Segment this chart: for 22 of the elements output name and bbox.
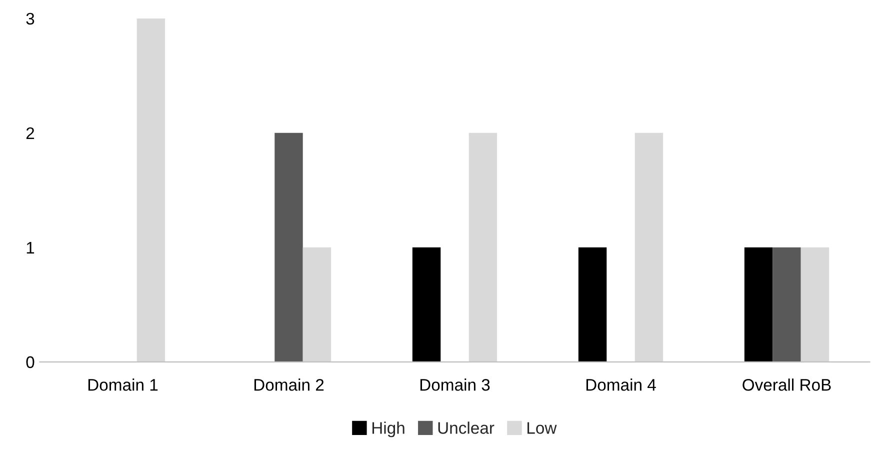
bar	[412, 247, 441, 362]
legend-label: High	[372, 422, 404, 438]
y-tick-label: 1	[26, 242, 34, 254]
y-tick-label: 2	[26, 127, 34, 139]
bar	[800, 247, 830, 362]
y-tick-label: 3	[26, 12, 34, 25]
x-tick-label: Overall RoB	[742, 378, 831, 391]
legend-label: Low	[528, 422, 557, 434]
bar	[772, 247, 801, 362]
x-tick-label: Domain 4	[586, 378, 656, 391]
bar	[302, 247, 332, 362]
x-tick-label: Domain 2	[254, 378, 324, 391]
bar	[468, 132, 498, 362]
x-tick-label: Domain 1	[88, 378, 158, 391]
legend-label: Unclear	[438, 422, 494, 434]
bar	[274, 132, 303, 362]
bar	[744, 247, 773, 362]
x-tick-label: Domain 3	[420, 378, 490, 391]
y-tick-label: 0	[26, 356, 34, 368]
bar	[136, 18, 166, 362]
bar	[634, 132, 664, 362]
bar	[578, 247, 607, 362]
